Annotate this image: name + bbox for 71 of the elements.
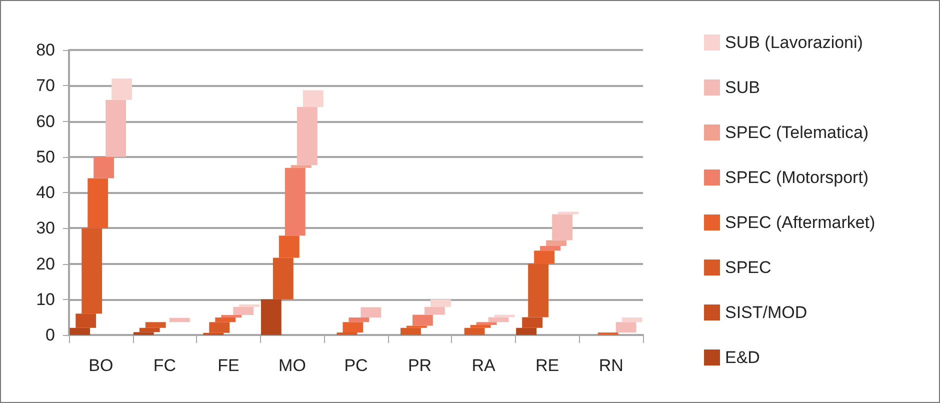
bar <box>470 325 491 328</box>
bar <box>145 322 166 328</box>
bar <box>76 314 96 328</box>
legend-label: SPEC <box>725 258 772 277</box>
legend-label: SPEC (Telematica) <box>725 123 869 142</box>
y-tick-label: 50 <box>36 147 55 166</box>
y-tick-label: 0 <box>46 326 55 344</box>
x-tick-label: MO <box>278 356 306 375</box>
bar <box>302 90 324 107</box>
bar <box>82 228 102 314</box>
x-tick-label: RE <box>536 356 560 375</box>
bar <box>348 318 370 322</box>
bar <box>139 328 160 332</box>
y-tick-label: 60 <box>36 112 55 131</box>
legend-label: SPEC (Motorsport) <box>725 168 869 187</box>
bar <box>342 322 364 333</box>
bar <box>260 299 282 335</box>
bar <box>360 307 382 318</box>
y-tick-label: 10 <box>36 290 55 309</box>
bar <box>221 315 242 318</box>
y-tick-label: 40 <box>36 183 55 202</box>
y-tick-label: 80 <box>36 40 55 60</box>
bar <box>424 306 445 315</box>
bar <box>552 214 572 240</box>
bar <box>546 240 566 246</box>
legend-label: E&D <box>725 348 760 367</box>
bar <box>540 246 560 251</box>
bar <box>112 78 132 100</box>
bar <box>94 156 114 178</box>
bar <box>622 318 642 322</box>
x-tick-label: FE <box>218 356 240 375</box>
bar <box>400 328 421 335</box>
x-tick-label: FC <box>153 356 176 375</box>
bar <box>476 322 497 326</box>
x-tick-label: RN <box>598 356 624 375</box>
bar <box>239 304 260 307</box>
bar <box>106 100 126 157</box>
bar <box>215 318 236 322</box>
y-tick-label: 20 <box>36 254 55 274</box>
bar <box>290 165 312 168</box>
y-tick-label: 70 <box>36 76 55 96</box>
bar <box>296 107 318 166</box>
bar <box>528 264 548 318</box>
legend-label: SPEC (Aftermarket) <box>725 213 876 232</box>
bar <box>558 212 578 214</box>
x-tick-label: PR <box>408 356 432 375</box>
x-tick-label: BO <box>88 356 114 375</box>
bar <box>494 314 515 318</box>
legend-label: SIST/MOD <box>725 303 808 322</box>
bar <box>412 314 433 326</box>
bar <box>133 332 154 335</box>
bar <box>233 306 254 316</box>
bar <box>516 328 536 335</box>
bar <box>464 328 485 335</box>
y-tick-label: 30 <box>36 218 55 238</box>
bar <box>522 317 542 328</box>
x-tick-label: RA <box>472 356 496 375</box>
x-tick-label: PC <box>344 356 368 375</box>
bar <box>616 322 636 333</box>
bar <box>534 250 554 264</box>
bar <box>209 322 230 333</box>
bar <box>272 258 294 300</box>
bar <box>284 168 306 236</box>
bar <box>488 317 509 322</box>
bar <box>169 318 190 322</box>
bar <box>430 299 451 307</box>
bar <box>278 236 300 258</box>
legend-label: SUB <box>725 78 760 97</box>
bar <box>88 178 108 228</box>
bar <box>70 328 90 335</box>
legend-label: SUB (Lavorazioni) <box>725 33 863 52</box>
